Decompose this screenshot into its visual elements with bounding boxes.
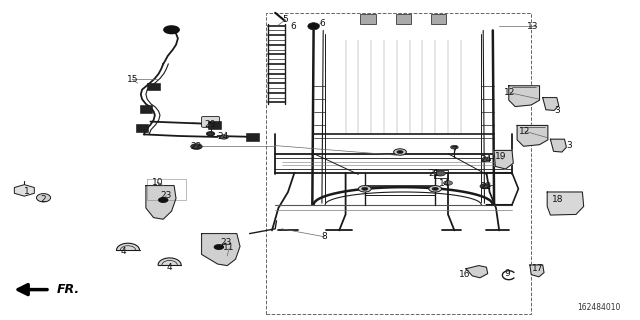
Text: 23: 23 bbox=[220, 238, 232, 247]
Text: 12: 12 bbox=[519, 127, 531, 136]
Polygon shape bbox=[146, 186, 176, 219]
Circle shape bbox=[397, 150, 403, 154]
Text: 5: 5 bbox=[283, 15, 288, 24]
Bar bbox=[136, 124, 148, 132]
Text: 21: 21 bbox=[428, 169, 440, 178]
Circle shape bbox=[207, 132, 214, 136]
Polygon shape bbox=[543, 98, 559, 110]
Polygon shape bbox=[547, 192, 584, 215]
Text: 20: 20 bbox=[204, 120, 216, 129]
Bar bbox=[208, 121, 221, 129]
Text: 13: 13 bbox=[527, 22, 538, 31]
Circle shape bbox=[435, 171, 445, 176]
Polygon shape bbox=[530, 265, 544, 277]
Circle shape bbox=[214, 245, 223, 249]
Circle shape bbox=[451, 145, 458, 149]
Text: 3: 3 bbox=[567, 141, 572, 150]
Text: 1: 1 bbox=[24, 187, 29, 196]
Polygon shape bbox=[466, 266, 488, 278]
Bar bbox=[360, 14, 376, 24]
Circle shape bbox=[394, 149, 406, 155]
Text: 15: 15 bbox=[127, 75, 138, 84]
Text: 3: 3 bbox=[554, 106, 559, 115]
Circle shape bbox=[159, 198, 168, 202]
Text: 22: 22 bbox=[481, 182, 492, 191]
Bar bbox=[396, 14, 411, 24]
Circle shape bbox=[191, 144, 202, 149]
Circle shape bbox=[444, 181, 452, 185]
Text: FR.: FR. bbox=[56, 283, 79, 296]
Text: 7: 7 bbox=[452, 146, 457, 155]
Text: 18: 18 bbox=[552, 196, 564, 204]
Text: 12: 12 bbox=[504, 88, 516, 97]
Bar bbox=[147, 83, 160, 90]
Text: 10: 10 bbox=[152, 178, 163, 187]
Text: 19: 19 bbox=[495, 152, 506, 161]
Text: 23: 23 bbox=[161, 191, 172, 200]
Ellipse shape bbox=[36, 194, 51, 202]
Circle shape bbox=[432, 187, 438, 190]
Polygon shape bbox=[509, 86, 540, 107]
Text: 6: 6 bbox=[291, 22, 296, 31]
Text: 4: 4 bbox=[167, 263, 172, 272]
Text: 17: 17 bbox=[532, 264, 543, 273]
Circle shape bbox=[362, 187, 368, 190]
Circle shape bbox=[220, 135, 228, 139]
Text: 11: 11 bbox=[223, 244, 235, 252]
Text: 6: 6 bbox=[319, 19, 324, 28]
Text: 14: 14 bbox=[439, 179, 451, 188]
Circle shape bbox=[164, 26, 179, 34]
Circle shape bbox=[482, 157, 491, 162]
FancyBboxPatch shape bbox=[202, 116, 220, 127]
Bar bbox=[140, 105, 152, 113]
Text: 162484010: 162484010 bbox=[577, 303, 620, 312]
Text: 9: 9 bbox=[505, 269, 510, 278]
Text: 2: 2 bbox=[40, 195, 45, 204]
Polygon shape bbox=[550, 139, 566, 152]
Circle shape bbox=[480, 184, 490, 189]
Text: 24: 24 bbox=[217, 132, 228, 141]
Polygon shape bbox=[494, 150, 513, 169]
Text: 24: 24 bbox=[481, 155, 492, 164]
Circle shape bbox=[358, 186, 371, 192]
Ellipse shape bbox=[308, 23, 319, 30]
Polygon shape bbox=[202, 234, 240, 266]
Polygon shape bbox=[517, 125, 548, 146]
Text: 22: 22 bbox=[190, 142, 202, 151]
Bar bbox=[266, 13, 531, 314]
Bar bbox=[431, 14, 446, 24]
Text: 16: 16 bbox=[459, 270, 470, 279]
Bar bbox=[246, 133, 259, 141]
Circle shape bbox=[429, 186, 442, 192]
Text: 4: 4 bbox=[121, 247, 126, 256]
Text: 8: 8 bbox=[322, 232, 327, 241]
